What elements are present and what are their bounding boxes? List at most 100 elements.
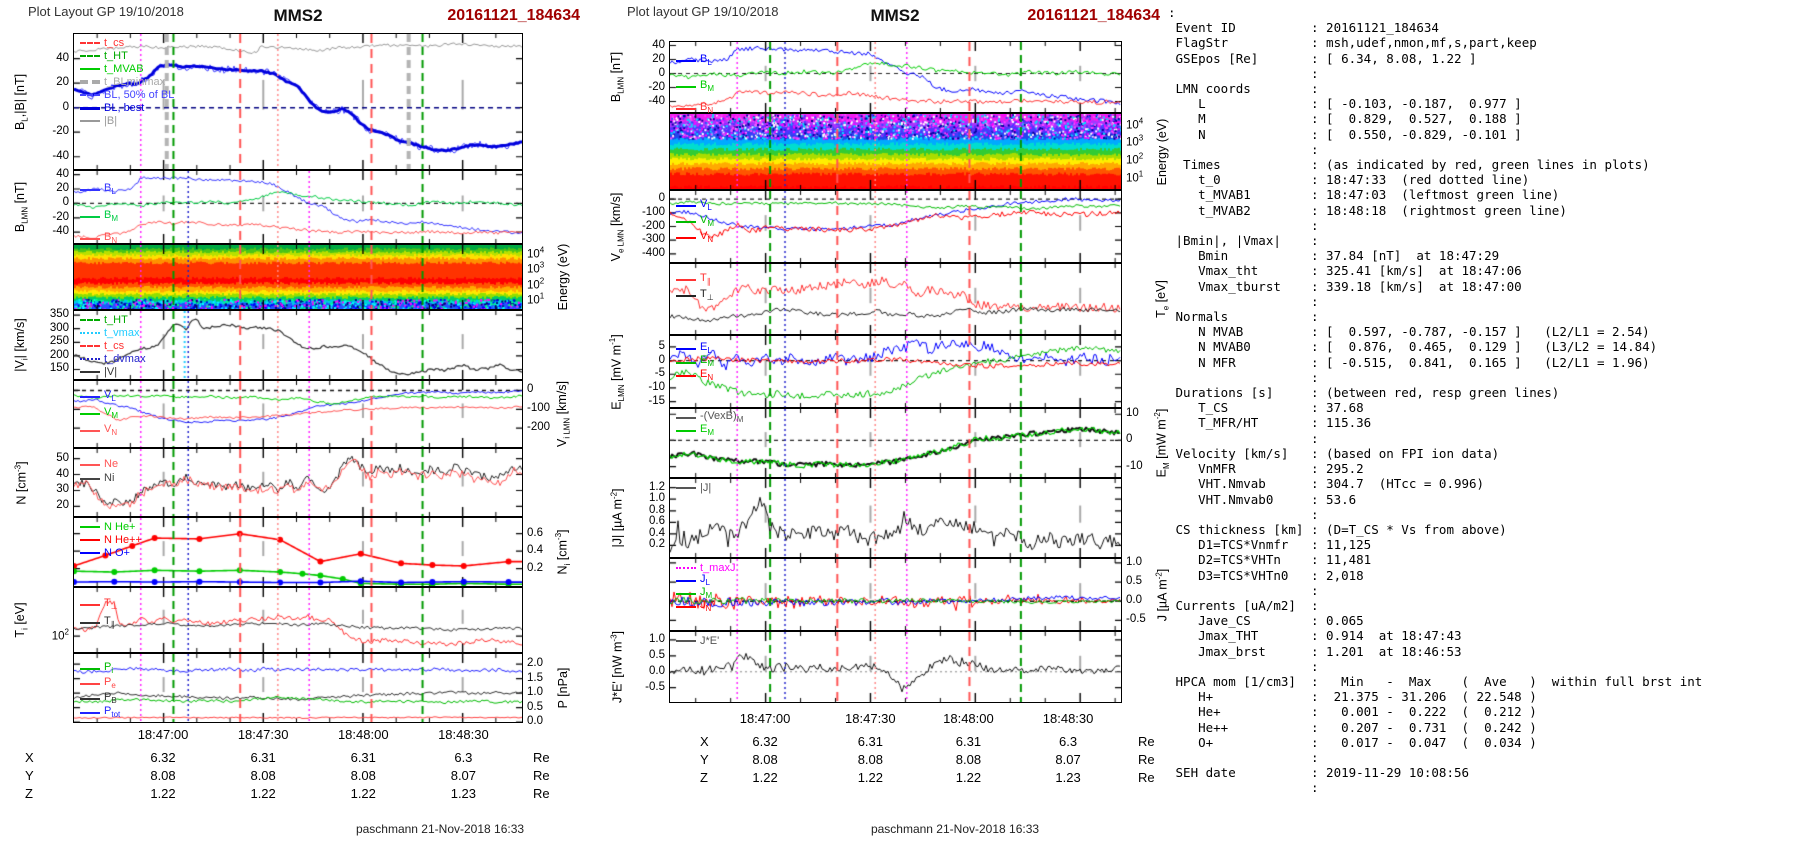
time-tick-label: 18:48:00 <box>943 711 994 726</box>
legend-entry: |B| <box>80 115 174 127</box>
legend-entry: N He+ <box>80 521 142 533</box>
legend-label: |V| <box>104 365 118 378</box>
legend: t_HT t_vmax t_cs t_dvmax |V| <box>80 314 146 379</box>
y-tick-label: -20 <box>52 125 69 138</box>
coord-row-label: Z <box>25 786 33 801</box>
coord-value: 1.23 <box>1055 770 1081 785</box>
legend-line-sample <box>80 429 100 432</box>
spacecraft-title-left: MMS2 <box>273 6 323 25</box>
legend-entry: BL <box>80 183 116 196</box>
time-tick-label: 18:48:00 <box>337 727 389 742</box>
legend-label: -(VexB)M <box>700 409 744 425</box>
y-tick-label: 350 <box>49 308 69 321</box>
coord-row-label: X <box>25 750 34 765</box>
spacecraft-title-middle: MMS2 <box>870 6 920 25</box>
coord-value: 1.22 <box>857 770 883 785</box>
y-tick-label: 0.6 <box>649 515 665 528</box>
coord-unit: Re <box>1138 770 1155 785</box>
signature-footer-middle: paschmann 21-Nov-2018 16:33 <box>870 822 1040 836</box>
coord-value: 6.31 <box>250 750 276 765</box>
legend-entry: t_dvmax <box>80 353 146 365</box>
y-tick-label: 1.5 <box>527 671 543 684</box>
y-tick-label: 0.0 <box>1126 594 1142 607</box>
legend-label: Ptot <box>104 705 121 720</box>
coord-unit: Re <box>533 786 550 801</box>
y-tick-label: 101 <box>527 291 545 307</box>
legend-entry: T⊥ <box>80 597 118 611</box>
legend-line-sample <box>676 204 696 207</box>
seh-event-info-text: : Event ID : 20161121_184634 FlagStr : m… <box>1168 5 1703 796</box>
plots-left-p-canvas <box>74 654 522 722</box>
legend-entry: t_cs <box>80 37 174 49</box>
plots-middle-blmn-panel <box>669 41 1122 113</box>
plots-middle-te-panel <box>669 263 1122 335</box>
y-tick-label: -20 <box>648 80 665 93</box>
coord-value: 6.31 <box>857 734 883 749</box>
coord-unit: Re <box>533 750 550 765</box>
y-tick-label: 40 <box>56 51 69 64</box>
legend-entry: N He++ <box>80 534 142 546</box>
legend-entry: t_HT <box>80 314 146 326</box>
legend-entry: BL, 50% of BL <box>80 89 174 101</box>
plots-left-ni-hpca-canvas <box>74 518 522 586</box>
y-tick-label: 2.0 <box>527 657 543 670</box>
y-tick-label: 102 <box>1126 151 1144 167</box>
y-axis-label: N [cm-3] <box>13 460 29 505</box>
legend-label: BL, 50% of BL <box>104 88 175 101</box>
y-tick-label: 0.4 <box>527 544 543 557</box>
legend-line-sample <box>676 86 696 88</box>
coord-row-label: X <box>700 734 709 749</box>
legend-entry: VM <box>676 213 715 228</box>
legend-line-sample <box>80 238 100 241</box>
plots-left-ion-spec-canvas <box>74 245 522 309</box>
coord-value: 6.32 <box>150 750 176 765</box>
legend-line-sample <box>80 477 100 480</box>
legend-entry: Pe <box>80 676 116 690</box>
y-axis-label: BL,|B| [nT] <box>12 73 30 130</box>
y-tick-label: 103 <box>527 260 545 276</box>
time-tick-label: 18:48:30 <box>438 727 489 742</box>
y-tick-label: 1.0 <box>527 686 543 699</box>
legend-label: N He++ <box>104 533 142 546</box>
y-axis-label-right: J [µA m-2] <box>1154 568 1170 621</box>
y-tick-label: 0.5 <box>649 648 665 661</box>
legend-label: VL <box>104 388 116 403</box>
plots-middle-elmn-panel <box>669 335 1122 408</box>
legend-entry: t_maxJ <box>676 562 735 574</box>
y-tick-label: 103 <box>1126 134 1144 149</box>
legend-label: BM <box>104 208 119 224</box>
plots-left-ni-hpca-panel <box>73 517 523 587</box>
plots-middle-jlmn-canvas <box>670 559 1121 630</box>
legend-entry: Pi <box>80 660 114 675</box>
legend-line-sample <box>80 332 100 334</box>
y-tick-label: -5 <box>654 367 665 380</box>
y-tick-label: 1.0 <box>649 632 665 645</box>
coord-value: 6.3 <box>454 750 473 765</box>
legend-line-sample <box>80 622 100 625</box>
legend-line-sample <box>80 526 100 528</box>
legend-line-sample <box>80 371 100 373</box>
legend-label: EM <box>700 422 715 438</box>
y-tick-label: 0.2 <box>527 561 543 574</box>
legend-entry: -(VexB)M <box>676 409 744 425</box>
coord-value: 6.32 <box>752 734 778 749</box>
y-tick-label: 0.6 <box>527 526 543 539</box>
y-axis-label: Ti [eV] <box>12 602 30 638</box>
legend-label: Pi <box>104 660 114 675</box>
plots-left-ion-spec-panel <box>73 244 523 310</box>
legend-entry: EM <box>676 422 743 438</box>
y-tick-label: -100 <box>527 402 551 415</box>
plots-middle-velmn-canvas <box>670 191 1121 262</box>
y-tick-label: 200 <box>49 348 69 361</box>
plots-middle-em-canvas <box>670 409 1121 477</box>
legend-label: J*E' <box>700 634 720 647</box>
time-tick-label: 18:47:30 <box>845 711 896 726</box>
legend-label: t_HT <box>104 49 128 62</box>
legend: t_maxJ JL JM JN <box>676 562 735 614</box>
legend-label: BL, best <box>104 101 145 114</box>
legend-label: t_maxJ <box>700 561 736 574</box>
legend-label: VM <box>700 213 715 228</box>
plots-middle-e-spec-canvas <box>670 114 1121 189</box>
y-tick-label: 0.4 <box>649 526 665 539</box>
